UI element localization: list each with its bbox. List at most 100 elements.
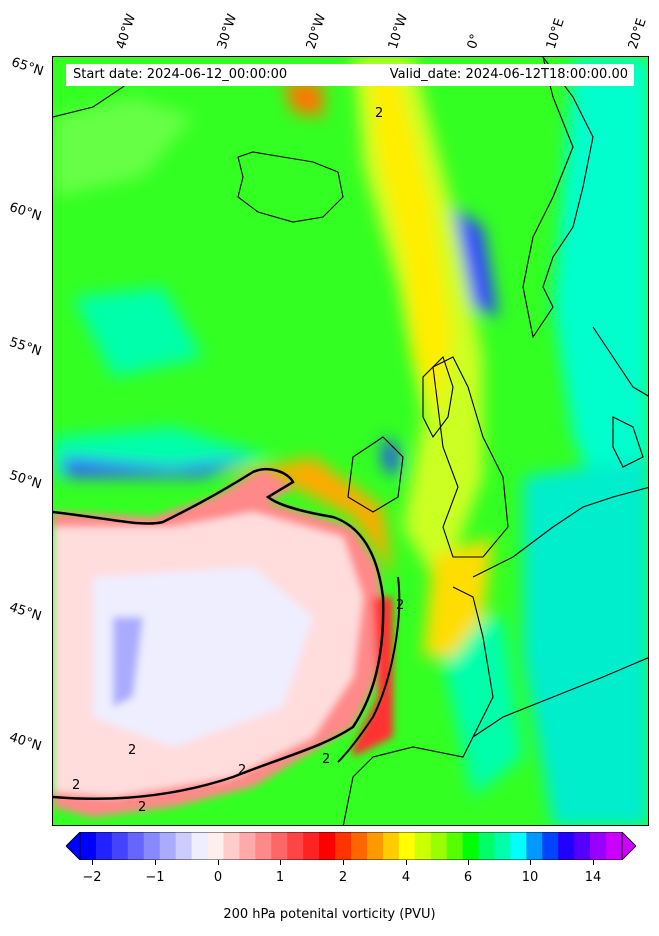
colorbar-swatch xyxy=(319,832,336,860)
colorbar-swatch xyxy=(398,832,416,860)
colorbar-tick xyxy=(468,860,469,865)
pv-blue-streak-north xyxy=(453,207,498,317)
scotland-coast xyxy=(422,355,454,439)
colorbar-swatch xyxy=(574,832,591,860)
start-date-text: Start date: 2024-06-12_00:00:00 xyxy=(73,67,288,82)
pv-blue-spot xyxy=(383,437,398,477)
colorbar-tick-label: 2 xyxy=(338,870,348,885)
colorbar-swatch xyxy=(351,832,368,860)
colorbar-swatch xyxy=(414,832,432,860)
pv-orange-north xyxy=(283,82,323,117)
contour-label: 2 xyxy=(396,598,405,613)
colorbar-tick-label: 4 xyxy=(401,870,411,885)
colorbar-swatch xyxy=(239,832,256,860)
pv-cyan-east xyxy=(553,57,648,575)
colorbar-swatch xyxy=(430,832,448,860)
colorbar-swatches xyxy=(65,831,637,861)
colorbar-swatch xyxy=(287,832,304,860)
colorbar-swatch xyxy=(478,832,495,860)
contour-label: 2 xyxy=(138,800,147,815)
norway-coast xyxy=(522,57,594,339)
colorbar-tick-label: 10 xyxy=(521,870,539,885)
ireland-coast xyxy=(347,436,404,513)
colorbar-swatch xyxy=(143,832,161,860)
pv-cyan-west xyxy=(73,287,203,377)
colorbar-swatch xyxy=(382,832,400,860)
colorbar-over-arrow xyxy=(621,831,637,861)
colorbar-swatch xyxy=(606,832,623,860)
colorbar-tick xyxy=(593,860,594,865)
pv-cyan-iberia xyxy=(433,617,523,797)
colorbar-swatch xyxy=(127,832,145,860)
colorbar-swatch xyxy=(207,832,224,860)
lat-label-40n: 40°N xyxy=(7,730,44,755)
britain-coast xyxy=(432,356,509,558)
date-info-bar: Start date: 2024-06-12_00:00:00 Valid_da… xyxy=(66,64,634,86)
colorbar-swatch xyxy=(271,832,288,860)
pv-field-map xyxy=(53,57,648,825)
contour-label: 2 xyxy=(322,752,331,767)
pv-jet-core xyxy=(368,77,453,417)
colorbar-swatch xyxy=(526,832,543,860)
colorbar-tick xyxy=(530,860,531,865)
map-panel xyxy=(52,56,649,826)
pv-orange-ridge xyxy=(223,457,393,577)
coastlines xyxy=(53,57,648,825)
lon-label-10w: 10°W xyxy=(385,12,412,51)
contour-label: 2 xyxy=(375,106,384,121)
colorbar-swatch xyxy=(95,832,113,860)
colorbar-swatch xyxy=(510,832,527,860)
colorbar-tick-label: −2 xyxy=(82,870,102,885)
valid-date-text: Valid_date: 2024-06-12T18:00:00.00 xyxy=(389,67,628,82)
pv-blue-streak-west xyxy=(63,457,253,477)
colorbar-title: 200 hPa potenital vorticity (PVU) xyxy=(223,907,436,922)
colorbar-swatch xyxy=(80,832,97,860)
iceland-coast xyxy=(237,151,344,223)
lat-label-45n: 45°N xyxy=(7,600,44,625)
colorbar-under-arrow xyxy=(65,831,81,861)
pv-lightgreen-nw xyxy=(53,97,193,197)
colorbar-swatch xyxy=(446,832,464,860)
colorbar-swatch xyxy=(191,832,209,860)
colorbar-swatch xyxy=(335,832,352,860)
colorbar-swatch xyxy=(111,832,129,860)
colorbar-swatch xyxy=(590,832,607,860)
colorbar-tick-label: 6 xyxy=(463,870,473,885)
lon-label-0: 0° xyxy=(464,32,484,51)
contour-label: 2 xyxy=(128,743,137,758)
lon-label-20w: 20°W xyxy=(303,12,330,51)
pv-yellow-biscay xyxy=(423,537,493,657)
lat-label-60n: 60°N xyxy=(7,200,44,225)
colorbar-swatch xyxy=(542,832,559,860)
lat-label-50n: 50°N xyxy=(7,468,44,493)
colorbar-swatch xyxy=(159,832,177,860)
pv-trough-blue-patch xyxy=(113,617,143,707)
colorbar-swatch xyxy=(303,832,320,860)
colorbar-swatch xyxy=(223,832,240,860)
colorbar xyxy=(65,831,637,861)
contour-label: 2 xyxy=(238,763,247,778)
colorbar-tick xyxy=(218,860,219,865)
lat-label-65n: 65°N xyxy=(9,55,46,80)
pv-trough-core xyxy=(93,567,313,747)
iberia-coast xyxy=(342,586,494,825)
colorbar-tick-label: 14 xyxy=(584,870,602,885)
colorbar-tick xyxy=(92,860,93,865)
lon-label-10e: 10°E xyxy=(543,16,568,51)
colorbar-swatch xyxy=(175,832,193,860)
lat-label-55n: 55°N xyxy=(7,335,44,360)
contour-label: 2 xyxy=(72,778,81,793)
pv-2pvu-contour-inner xyxy=(337,576,401,763)
pv-2pvu-contour xyxy=(53,467,385,801)
colorbar-tick-label: 0 xyxy=(213,870,223,885)
colorbar-tick xyxy=(343,860,344,865)
colorbar-swatch xyxy=(494,832,511,860)
lon-label-30w: 30°W xyxy=(214,12,241,51)
lon-label-40w: 40°W xyxy=(113,12,140,51)
colorbar-swatch xyxy=(366,832,384,860)
lon-label-20e: 20°E xyxy=(625,16,650,51)
colorbar-tick xyxy=(155,860,156,865)
colorbar-tick xyxy=(280,860,281,865)
colorbar-swatch xyxy=(255,832,272,860)
colorbar-swatch xyxy=(558,832,575,860)
